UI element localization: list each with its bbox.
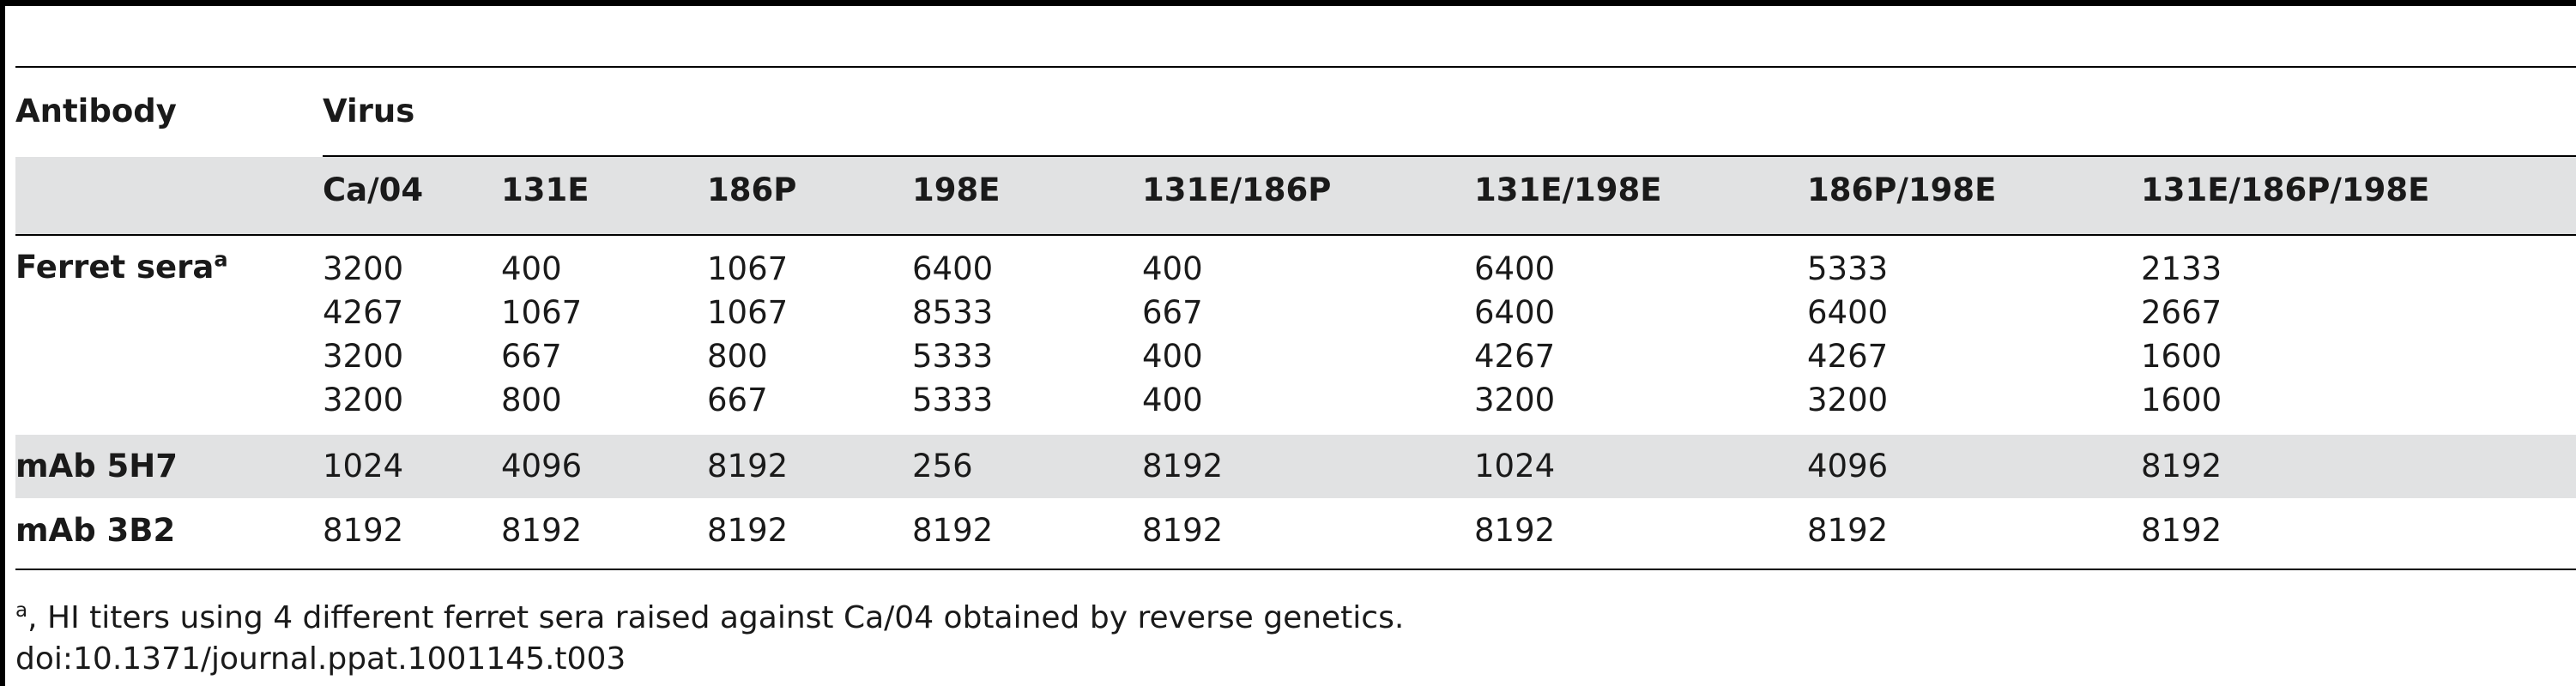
table-cell: 8192: [2141, 448, 2222, 484]
cell-value: 1600: [2141, 382, 2222, 418]
cell-value: 2133: [2141, 250, 2222, 287]
cell-value: 1600: [2141, 338, 2222, 375]
cell-value: 8533: [912, 294, 994, 331]
cell-value: 3200: [1474, 382, 1556, 418]
table-cell: 8192: [1474, 512, 1556, 549]
table-cell: 8192: [1142, 448, 1224, 484]
footnote-marker: a: [214, 247, 228, 272]
table-cell: 4096: [1807, 448, 1889, 484]
left-border-rule: [0, 0, 5, 686]
row-label-text: Ferret sera: [15, 249, 215, 286]
table-cell-ferret-sera: 6400 8533 5333 5333: [912, 247, 993, 422]
footnote-text: , HI titers using 4 different ferret ser…: [27, 600, 1405, 635]
cell-value: 5333: [912, 338, 994, 375]
table-cell: 8192: [501, 512, 583, 549]
cell-value: 400: [1142, 382, 1203, 418]
doi-text[interactable]: doi:10.1371/journal.ppat.1001145.t003: [15, 641, 626, 677]
column-header: 198E: [912, 172, 1001, 208]
footnote-a: a, HI titers using 4 different ferret se…: [15, 600, 1404, 636]
row-label-mab-5h7: mAb 5H7: [15, 448, 178, 484]
cell-value: 667: [501, 338, 562, 375]
cell-value: 1067: [501, 294, 583, 331]
cell-value: 3200: [323, 250, 404, 287]
row-label-mab-3b2: mAb 3B2: [15, 512, 176, 549]
cell-value: 800: [707, 338, 768, 375]
table-cell: 8192: [707, 512, 789, 549]
table-cell: 8192: [912, 512, 994, 549]
cell-value: 667: [1142, 294, 1203, 331]
cell-value: 4267: [1807, 338, 1889, 375]
cell-value: 5333: [912, 382, 994, 418]
cell-value: 3200: [323, 338, 404, 375]
table-cell-ferret-sera: 5333 6400 4267 3200: [1807, 247, 1888, 422]
cell-value: 6400: [912, 250, 994, 287]
cell-value: 4267: [1474, 338, 1556, 375]
cell-value: 800: [501, 382, 562, 418]
column-header: 131E/186P: [1142, 172, 1332, 208]
row-band-mab-5h7: [15, 435, 2576, 498]
cell-value: 4267: [323, 294, 404, 331]
table-cell-ferret-sera: 1067 1067 800 667: [707, 247, 788, 422]
cell-value: 2667: [2141, 294, 2222, 331]
table-cell: 1024: [323, 448, 404, 484]
row-label-ferret-sera: Ferret seraa: [15, 249, 228, 286]
table-cell: 8192: [323, 512, 404, 549]
cell-value: 400: [1142, 338, 1203, 375]
table-cell: 256: [912, 448, 973, 484]
column-header: 131E/198E: [1474, 172, 1662, 208]
cell-value: 1067: [707, 294, 789, 331]
column-header: 186P/198E: [1807, 172, 1997, 208]
cell-value: 6400: [1474, 294, 1556, 331]
table-cell: 4096: [501, 448, 583, 484]
table-cell: 8192: [1807, 512, 1889, 549]
table-cell: 8192: [707, 448, 789, 484]
cell-value: 5333: [1807, 250, 1889, 287]
cell-value: 400: [1142, 250, 1203, 287]
virus-header-underline: [323, 155, 2576, 157]
footnote-marker: a: [15, 599, 28, 622]
cell-value: 667: [707, 382, 768, 418]
table-top-rule: [15, 66, 2576, 68]
cell-value: 6400: [1807, 294, 1889, 331]
table-cell: 1024: [1474, 448, 1556, 484]
table-bottom-rule: [15, 569, 2576, 570]
column-header-band: [15, 157, 2576, 234]
column-header-bottom-rule: [15, 234, 2576, 236]
table-cell-ferret-sera: 2133 2667 1600 1600: [2141, 247, 2222, 422]
cell-value: 3200: [1807, 382, 1889, 418]
column-header: 131E/186P/198E: [2141, 172, 2430, 208]
table-cell: 8192: [1142, 512, 1224, 549]
column-header: 186P: [707, 172, 797, 208]
cell-value: 400: [501, 250, 562, 287]
cell-value: 1067: [707, 250, 789, 287]
column-header: Ca/04: [323, 172, 424, 208]
table-cell-ferret-sera: 400 1067 667 800: [501, 247, 582, 422]
table-cell-ferret-sera: 400 667 400 400: [1142, 247, 1203, 422]
top-border-rule: [0, 0, 2576, 6]
table-cell-ferret-sera: 6400 6400 4267 3200: [1474, 247, 1555, 422]
header-virus: Virus: [323, 93, 415, 129]
header-antibody: Antibody: [15, 93, 177, 129]
table-cell-ferret-sera: 3200 4267 3200 3200: [323, 247, 403, 422]
cell-value: 6400: [1474, 250, 1556, 287]
cell-value: 3200: [323, 382, 404, 418]
table-cell: 8192: [2141, 512, 2222, 549]
column-header: 131E: [501, 172, 590, 208]
